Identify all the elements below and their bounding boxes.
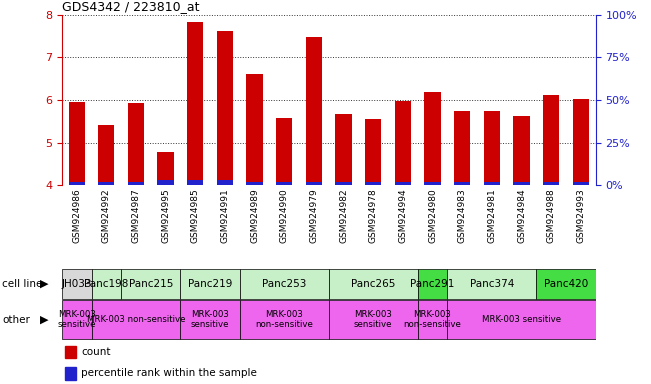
Text: GSM924978: GSM924978: [368, 188, 378, 243]
Bar: [454, 111, 471, 185]
Text: Panc215: Panc215: [129, 279, 173, 289]
Text: Panc253: Panc253: [262, 279, 307, 289]
Bar: [335, 114, 352, 185]
Bar: [395, 101, 411, 185]
Bar: [484, 182, 500, 185]
Text: percentile rank within the sample: percentile rank within the sample: [81, 368, 257, 378]
Bar: [418, 300, 447, 339]
Bar: [573, 99, 589, 185]
Text: MRK-003
sensitive: MRK-003 sensitive: [354, 310, 393, 329]
Text: GSM924980: GSM924980: [428, 188, 437, 243]
Bar: [484, 111, 500, 185]
Text: GSM924991: GSM924991: [221, 188, 229, 243]
Text: GSM924984: GSM924984: [517, 188, 526, 243]
Bar: [68, 182, 85, 185]
Text: GSM924981: GSM924981: [488, 188, 496, 243]
Bar: [240, 269, 329, 299]
Bar: [536, 269, 596, 299]
Bar: [92, 300, 180, 339]
Bar: [62, 269, 92, 299]
Text: MRK-003
sensitive: MRK-003 sensitive: [191, 310, 229, 329]
Bar: [395, 182, 411, 185]
Text: Panc374: Panc374: [469, 279, 514, 289]
Bar: [424, 92, 441, 185]
Bar: [573, 182, 589, 185]
Text: GSM924979: GSM924979: [309, 188, 318, 243]
Bar: [543, 95, 559, 185]
Bar: [240, 300, 329, 339]
Text: GSM924992: GSM924992: [102, 188, 111, 243]
Text: GSM924987: GSM924987: [132, 188, 141, 243]
Bar: [365, 119, 381, 185]
Text: cell line: cell line: [2, 279, 42, 289]
Bar: [424, 182, 441, 185]
Bar: [180, 269, 240, 299]
Text: MRK-003 sensitive: MRK-003 sensitive: [482, 315, 561, 324]
Text: MRK-003
non-sensitive: MRK-003 non-sensitive: [404, 310, 462, 329]
Text: count: count: [81, 347, 111, 357]
Bar: [158, 180, 174, 185]
Text: GSM924990: GSM924990: [280, 188, 289, 243]
Bar: [92, 269, 121, 299]
Text: other: other: [2, 314, 30, 325]
Bar: [68, 102, 85, 185]
Bar: [128, 182, 144, 185]
Bar: [514, 182, 530, 185]
Bar: [306, 182, 322, 185]
Bar: [247, 182, 263, 185]
Bar: [335, 182, 352, 185]
Text: GSM924995: GSM924995: [161, 188, 170, 243]
Text: GSM924993: GSM924993: [576, 188, 585, 243]
Bar: [514, 116, 530, 185]
Text: MRK-003 non-sensitive: MRK-003 non-sensitive: [87, 315, 186, 324]
Bar: [276, 182, 292, 185]
Text: Panc198: Panc198: [84, 279, 128, 289]
Text: GSM924982: GSM924982: [339, 188, 348, 243]
Text: GSM924988: GSM924988: [547, 188, 556, 243]
Bar: [217, 31, 233, 185]
Text: Panc420: Panc420: [544, 279, 588, 289]
Text: GSM924985: GSM924985: [191, 188, 200, 243]
Bar: [365, 182, 381, 185]
Text: Panc219: Panc219: [188, 279, 232, 289]
Bar: [418, 269, 447, 299]
Bar: [329, 300, 418, 339]
Bar: [98, 125, 115, 185]
Bar: [187, 22, 204, 185]
Text: GSM924983: GSM924983: [458, 188, 467, 243]
Bar: [276, 118, 292, 185]
Bar: [158, 152, 174, 185]
Bar: [454, 182, 471, 185]
Text: GSM924989: GSM924989: [250, 188, 259, 243]
Bar: [180, 300, 240, 339]
Bar: [98, 182, 115, 185]
Bar: [187, 180, 204, 185]
Bar: [65, 367, 76, 379]
Bar: [329, 269, 418, 299]
Text: ▶: ▶: [40, 279, 49, 289]
Text: GDS4342 / 223810_at: GDS4342 / 223810_at: [62, 0, 199, 13]
Text: MRK-003
non-sensitive: MRK-003 non-sensitive: [255, 310, 313, 329]
Bar: [62, 300, 92, 339]
Bar: [121, 269, 180, 299]
Text: ▶: ▶: [40, 314, 49, 325]
Bar: [543, 182, 559, 185]
Text: GSM924994: GSM924994: [398, 188, 408, 243]
Text: JH033: JH033: [61, 279, 92, 289]
Bar: [447, 300, 596, 339]
Bar: [447, 269, 536, 299]
Text: Panc291: Panc291: [410, 279, 455, 289]
Bar: [217, 180, 233, 185]
Text: Panc265: Panc265: [351, 279, 395, 289]
Text: GSM924986: GSM924986: [72, 188, 81, 243]
Text: MRK-003
sensitive: MRK-003 sensitive: [57, 310, 96, 329]
Bar: [247, 74, 263, 185]
Bar: [306, 37, 322, 185]
Bar: [65, 346, 76, 358]
Bar: [128, 103, 144, 185]
